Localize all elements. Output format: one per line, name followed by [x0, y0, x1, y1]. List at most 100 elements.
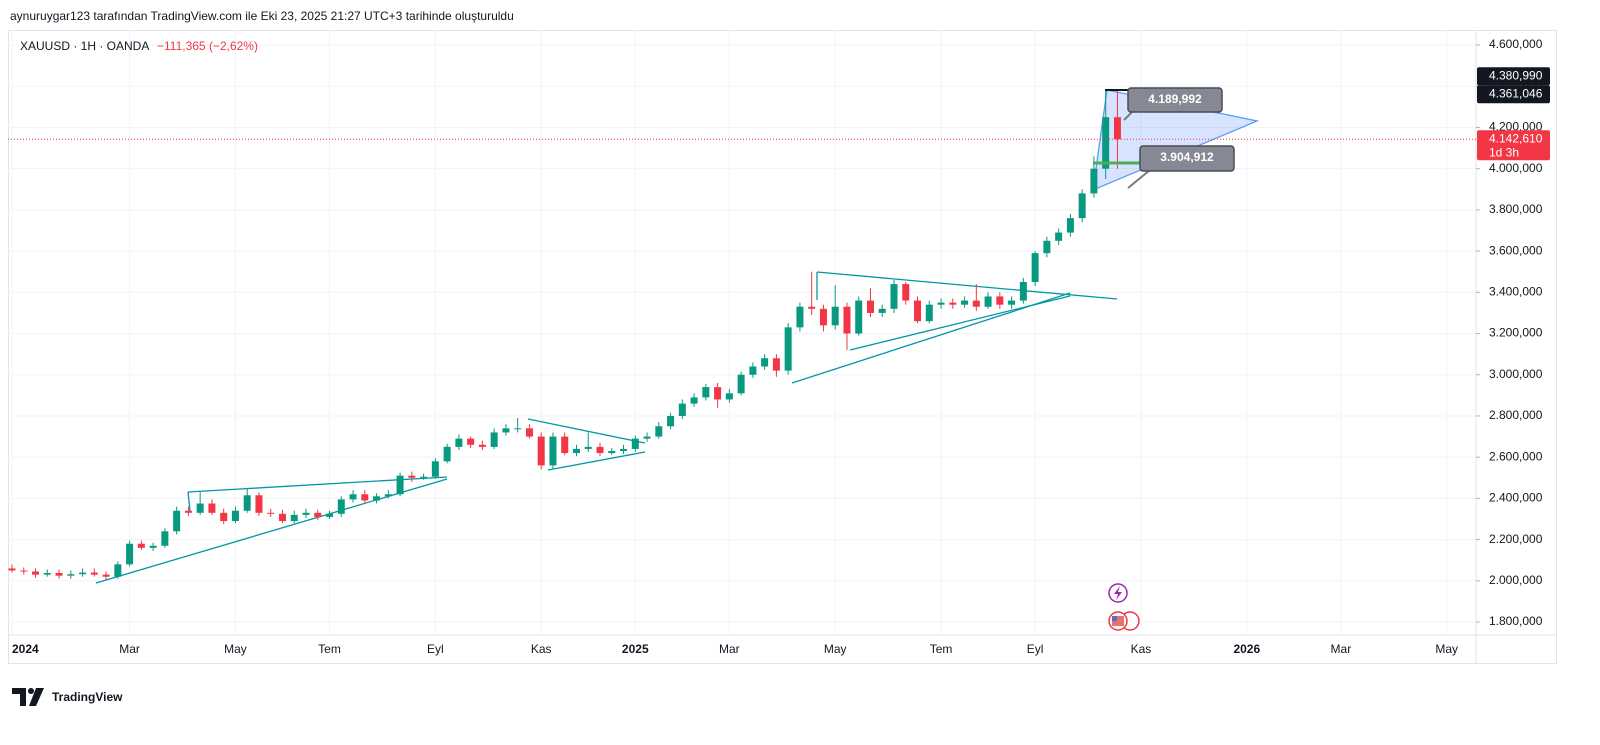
candle-body	[184, 510, 192, 513]
chart-frame	[8, 30, 1557, 664]
symbol-info: XAUUSD · 1H · OANDA	[20, 39, 149, 53]
candle-body	[643, 436, 651, 439]
candle-body	[878, 308, 886, 313]
candle-body	[373, 496, 381, 501]
candle-body	[43, 572, 51, 575]
candle-body	[972, 300, 980, 307]
x-tick-label: Kas	[531, 642, 552, 656]
brand-name: TradingView	[52, 690, 123, 704]
y-tick-label: 4.000,000	[1489, 161, 1543, 175]
candle-body	[843, 306, 851, 334]
x-tick-label: Mar	[119, 642, 140, 656]
candle-body	[1008, 300, 1016, 305]
candle-body	[949, 302, 957, 305]
candle-body	[102, 574, 110, 577]
candle-body	[549, 436, 557, 466]
candle-body	[914, 300, 922, 322]
y-tick-label: 2.000,000	[1489, 573, 1543, 587]
overlay-drawings: 4.189,992 3.904,912	[1093, 87, 1235, 631]
candle-body	[525, 428, 533, 437]
candle-body	[808, 306, 816, 309]
candle-body	[55, 572, 63, 576]
x-tick-label: 2026	[1233, 642, 1260, 656]
logo-mark	[12, 688, 26, 706]
candle-body	[737, 374, 745, 394]
x-tick-label: 2025	[622, 642, 649, 656]
y-tick-label: 2.200,000	[1489, 532, 1543, 546]
candle-body	[537, 436, 545, 466]
candle-body	[1113, 117, 1121, 140]
candle-body	[231, 510, 239, 522]
last-price-label: 4.142,610	[1489, 131, 1543, 145]
candle-body	[67, 574, 75, 576]
y-tick-label: 2.600,000	[1489, 449, 1543, 463]
y-tick-label: 3.200,000	[1489, 326, 1543, 340]
candle-body	[1102, 117, 1110, 169]
y-tick-label: 2.400,000	[1489, 491, 1543, 505]
candle-body	[902, 284, 910, 301]
candle-body	[220, 512, 228, 522]
price-label: 4.380,990	[1489, 68, 1543, 82]
candle-body	[572, 448, 580, 454]
lightning-icon	[1114, 586, 1122, 600]
candle-body	[678, 403, 686, 416]
candle-body	[384, 494, 392, 497]
candle-body	[725, 393, 733, 400]
candle-body	[667, 415, 675, 427]
candles	[8, 90, 1121, 580]
candle-body	[126, 543, 134, 565]
candle-body	[584, 446, 592, 449]
y-tick-label: 3.400,000	[1489, 284, 1543, 298]
x-tick-label: May	[1435, 642, 1458, 656]
flag-icon	[1112, 616, 1117, 621]
candle-body	[196, 503, 204, 513]
candle-body	[455, 438, 463, 447]
candle-body	[855, 300, 863, 334]
candle-body	[79, 572, 87, 575]
candle-body	[149, 545, 157, 548]
x-tick-label: Tem	[930, 642, 953, 656]
candle-body	[1066, 218, 1074, 233]
candle-body	[1031, 253, 1039, 283]
y-tick-label: 3.800,000	[1489, 202, 1543, 216]
x-tick-label: Mar	[1331, 642, 1352, 656]
price-axis: 1.800,000 2.000,000 2.200,000 2.400,000 2.60…	[1476, 37, 1550, 628]
candle-body	[984, 296, 992, 307]
candle-body	[467, 438, 475, 445]
candle-body	[243, 495, 251, 511]
candle-body	[349, 494, 357, 500]
candle-body	[937, 302, 945, 305]
candle-body	[161, 531, 169, 546]
candle-body	[408, 475, 416, 478]
y-tick-label: 4.200,000	[1489, 120, 1543, 134]
price-change: −111,365 (−2,62%)	[157, 39, 258, 53]
candle-body	[514, 428, 522, 430]
candle-body	[608, 450, 616, 454]
candle-body	[208, 503, 216, 513]
grid	[8, 30, 1476, 635]
candle-body	[925, 304, 933, 322]
callout-box	[1139, 145, 1235, 172]
candle-body	[831, 306, 839, 326]
candle-body	[655, 426, 663, 437]
candle-body	[784, 327, 792, 371]
candle-body	[761, 358, 769, 367]
candle-body	[314, 512, 322, 517]
candle-body	[866, 300, 874, 313]
candle-body	[631, 438, 639, 449]
candle-body	[114, 564, 122, 577]
candle-body	[396, 475, 404, 495]
candle-body	[1055, 232, 1063, 241]
candle-body	[337, 499, 345, 514]
callout-pointer	[1127, 169, 1151, 189]
price-label-box	[1477, 85, 1550, 104]
x-tick-label: Mar	[719, 642, 740, 656]
candle-body	[502, 428, 510, 433]
countdown-label: 1d 3h	[1489, 145, 1519, 159]
candle-body	[714, 387, 722, 400]
candle-body	[302, 512, 310, 515]
candle-body	[8, 568, 16, 571]
